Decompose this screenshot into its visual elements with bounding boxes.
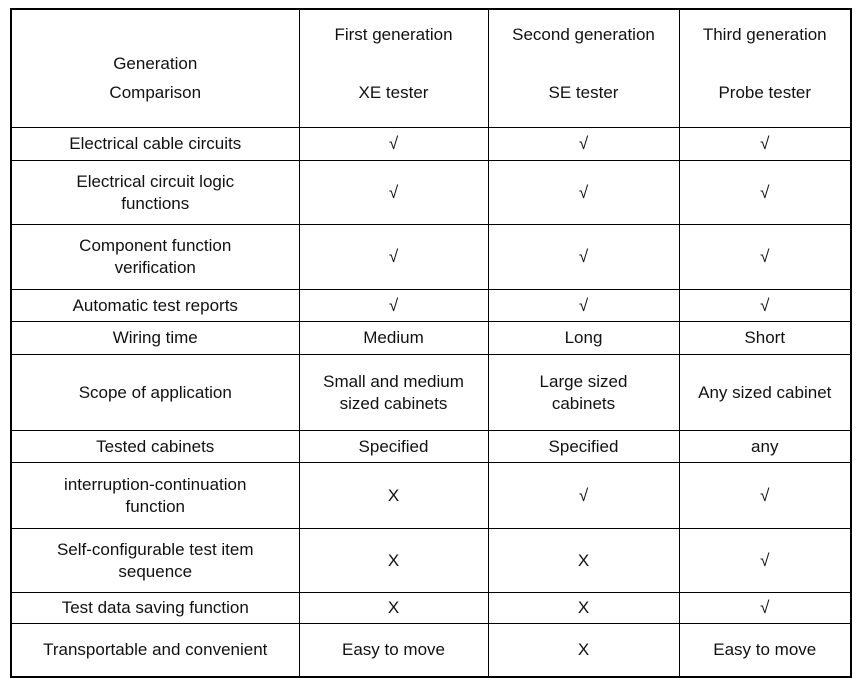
cell-value: Easy to move xyxy=(678,623,852,677)
cell-value: √ xyxy=(298,127,489,161)
cell-value: √ xyxy=(678,289,852,322)
table-row: Test data saving function X X √ xyxy=(10,592,852,624)
cell-value: X xyxy=(487,528,680,593)
cell-value: Small and medium sized cabinets xyxy=(298,354,489,431)
row-label: Wiring time xyxy=(10,321,300,355)
cell-value: √ xyxy=(298,224,489,290)
cell-value: √ xyxy=(678,160,852,225)
row-label: Transportable and convenient xyxy=(10,623,300,677)
table-row: Self-configurable test item sequence X X… xyxy=(10,528,852,593)
header-third-generation: Third generation Probe tester xyxy=(678,8,852,128)
table-row: Tested cabinets Specified Specified any xyxy=(10,430,852,463)
cell-value: √ xyxy=(298,160,489,225)
table-row: Component function verification √ √ √ xyxy=(10,224,852,290)
cell-value: √ xyxy=(487,127,680,161)
table-row: Automatic test reports √ √ √ xyxy=(10,289,852,322)
header-corner-cell: Generation Comparison xyxy=(10,8,300,128)
row-label: interruption-continuation function xyxy=(10,462,300,529)
cell-value: Large sized cabinets xyxy=(487,354,680,431)
table-row: Transportable and convenient Easy to mov… xyxy=(10,623,852,677)
cell-value: √ xyxy=(678,127,852,161)
cell-value: √ xyxy=(487,289,680,322)
table-row: Wiring time Medium Long Short xyxy=(10,321,852,355)
cell-value: X xyxy=(298,592,489,624)
cell-value: Short xyxy=(678,321,852,355)
cell-value: Any sized cabinet xyxy=(678,354,852,431)
table-row: Electrical cable circuits √ √ √ xyxy=(10,127,852,161)
cell-value: Medium xyxy=(298,321,489,355)
header-first-generation: First generation XE tester xyxy=(298,8,489,128)
table-row: Electrical circuit logic functions √ √ √ xyxy=(10,160,852,225)
cell-value: Long xyxy=(487,321,680,355)
row-label: Electrical cable circuits xyxy=(10,127,300,161)
cell-value: X xyxy=(487,592,680,624)
cell-value: Specified xyxy=(298,430,489,463)
cell-value: X xyxy=(487,623,680,677)
cell-value: √ xyxy=(487,462,680,529)
cell-value: √ xyxy=(678,592,852,624)
row-label: Test data saving function xyxy=(10,592,300,624)
cell-value: Specified xyxy=(487,430,680,463)
cell-value: √ xyxy=(487,224,680,290)
cell-value: √ xyxy=(487,160,680,225)
cell-value: √ xyxy=(678,224,852,290)
cell-value: X xyxy=(298,462,489,529)
header-row: Generation Comparison First generation X… xyxy=(10,8,852,128)
row-label: Electrical circuit logic functions xyxy=(10,160,300,225)
table-row: interruption-continuation function X √ √ xyxy=(10,462,852,529)
cell-value: X xyxy=(298,528,489,593)
cell-value: √ xyxy=(298,289,489,322)
row-label: Self-configurable test item sequence xyxy=(10,528,300,593)
row-label: Automatic test reports xyxy=(10,289,300,322)
cell-value: any xyxy=(678,430,852,463)
cell-value: √ xyxy=(678,462,852,529)
table-row: Scope of application Small and medium si… xyxy=(10,354,852,431)
row-label: Scope of application xyxy=(10,354,300,431)
cell-value: √ xyxy=(678,528,852,593)
row-label: Tested cabinets xyxy=(10,430,300,463)
generation-comparison-table: Generation Comparison First generation X… xyxy=(10,8,852,678)
row-label: Component function verification xyxy=(10,224,300,290)
header-second-generation: Second generation SE tester xyxy=(487,8,680,128)
